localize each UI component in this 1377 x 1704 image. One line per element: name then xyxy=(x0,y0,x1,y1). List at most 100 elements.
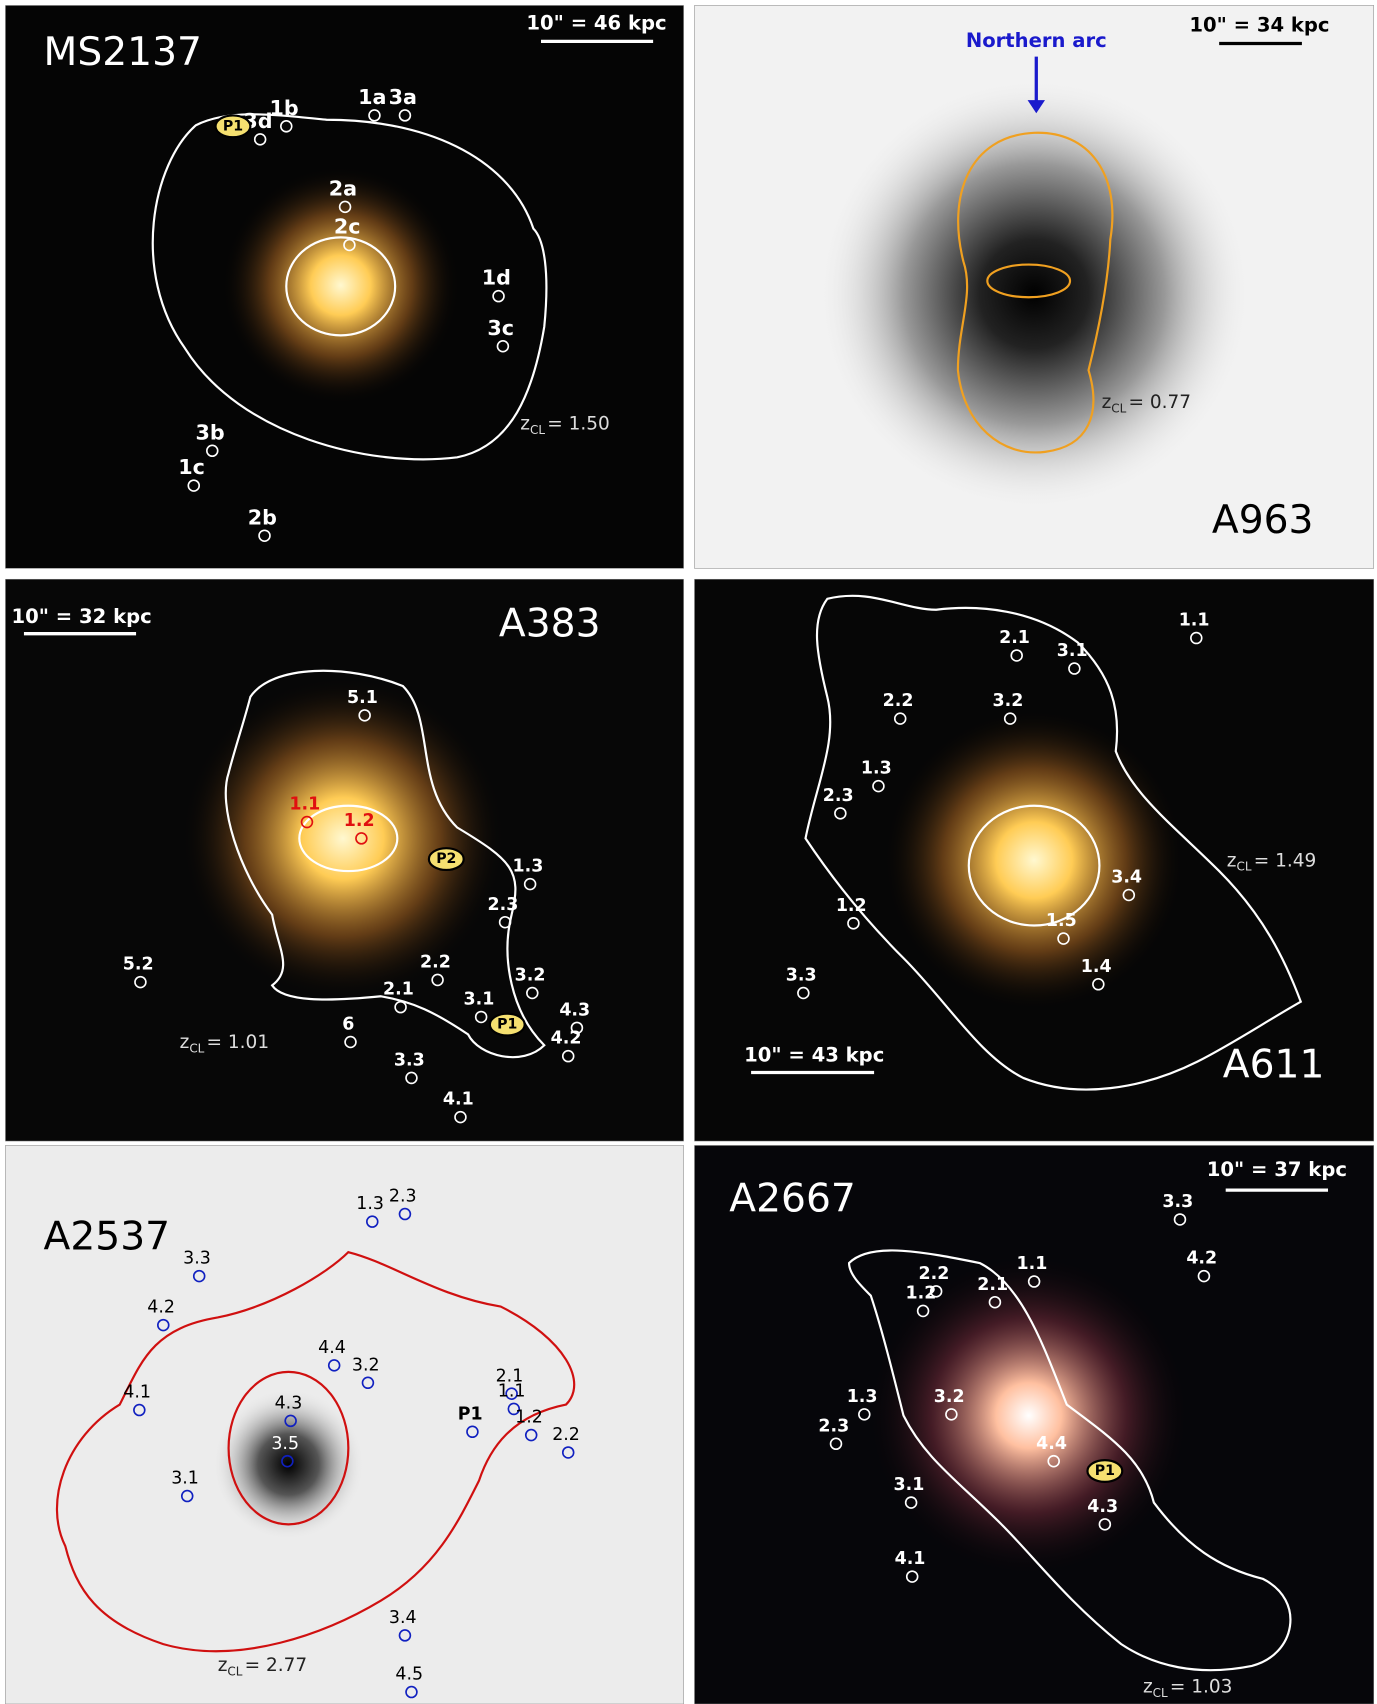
image-marker xyxy=(561,1049,575,1063)
cluster-glow xyxy=(881,707,1187,1013)
image-label: 4.2 xyxy=(147,1298,175,1318)
scale-bar-label: 10" = 32 kpc xyxy=(12,605,152,628)
image-marker xyxy=(524,1428,538,1442)
image-marker xyxy=(157,1318,170,1332)
image-marker xyxy=(496,339,510,353)
panel-frame xyxy=(5,5,684,569)
image-label: 1b xyxy=(270,96,299,120)
critical-line xyxy=(227,1370,350,1526)
image-marker xyxy=(300,815,314,829)
z-symbol: z xyxy=(180,1032,190,1053)
image-label: 1d xyxy=(482,266,511,290)
image-label: 1.3 xyxy=(513,857,544,877)
image-label: 3.1 xyxy=(894,1475,925,1495)
z-sub: CL xyxy=(227,1664,242,1678)
z-value: = 1.01 xyxy=(207,1032,270,1053)
cluster-name: MS2137 xyxy=(44,30,202,75)
image-label: 1.1 xyxy=(1179,611,1210,631)
image-box xyxy=(427,847,465,872)
z-value: = 1.03 xyxy=(1170,1677,1233,1698)
image-label: 4.3 xyxy=(559,1000,590,1020)
image-label: 1.2 xyxy=(344,811,375,831)
image-label: 1a xyxy=(358,85,386,109)
image-marker xyxy=(281,1454,294,1468)
image-marker xyxy=(561,1446,575,1459)
image-marker xyxy=(1098,1518,1112,1531)
critical-line xyxy=(956,131,1114,454)
image-marker xyxy=(505,1387,518,1400)
image-label: 3.2 xyxy=(352,1355,380,1375)
z-label: zCL = 1.03 xyxy=(1143,1677,1232,1700)
image-marker xyxy=(1003,712,1017,725)
image-marker xyxy=(253,133,267,146)
image-label: 1.4 xyxy=(1081,957,1112,977)
image-marker xyxy=(206,444,219,458)
cluster-glow xyxy=(212,1388,365,1541)
image-marker xyxy=(1122,888,1136,902)
z-label: zCL = 1.49 xyxy=(1227,850,1316,873)
image-label: 1.2 xyxy=(836,896,867,916)
z-value: = 0.77 xyxy=(1129,392,1192,413)
panel-frame xyxy=(5,578,684,1142)
cluster-name: A963 xyxy=(1212,498,1314,543)
image-marker xyxy=(187,479,201,492)
image-label: 1.3 xyxy=(847,1387,878,1407)
cluster-name: A2667 xyxy=(729,1176,856,1221)
cluster-glow xyxy=(816,76,1252,512)
image-marker xyxy=(405,1071,418,1085)
critical-line xyxy=(285,236,397,337)
image-label: 4.5 xyxy=(395,1665,423,1685)
image-marker xyxy=(945,1408,958,1421)
image-marker xyxy=(1068,662,1081,675)
z-value: = 1.49 xyxy=(1254,850,1317,871)
image-marker xyxy=(258,529,271,542)
image-marker xyxy=(280,120,293,133)
panel-frame xyxy=(5,1145,684,1704)
image-label: 2.3 xyxy=(487,895,518,915)
panel: A2537 zCL = 2.77 1.3 2.3 3.3 4.2 4.4 3.2 2.11.1 P1… xyxy=(5,1145,684,1704)
image-label: 3.3 xyxy=(786,966,817,986)
image-marker xyxy=(1057,932,1070,945)
image-label: 1c xyxy=(178,455,205,479)
image-marker xyxy=(358,709,371,722)
image-marker xyxy=(180,1489,194,1503)
image-marker xyxy=(507,1402,521,1416)
image-marker xyxy=(834,807,847,820)
image-marker xyxy=(192,1269,206,1283)
image-marker xyxy=(847,917,860,930)
image-label: 4.3 xyxy=(275,1393,303,1413)
image-marker xyxy=(988,1295,1002,1309)
image-marker xyxy=(1197,1269,1211,1283)
scale-bar-label: 10" = 37 kpc xyxy=(1207,1158,1347,1181)
image-label: 2.1 xyxy=(496,1366,524,1386)
image-label: 1.3 xyxy=(861,759,892,779)
panel-frame xyxy=(694,5,1375,569)
cluster-name: A2537 xyxy=(44,1215,171,1260)
image-label: 3.2 xyxy=(934,1387,965,1407)
image-label: 2.2 xyxy=(883,691,914,711)
image-marker xyxy=(284,1414,297,1428)
z-label: zCL = 1.01 xyxy=(180,1032,269,1055)
image-label: 5.2 xyxy=(123,955,154,975)
critical-line xyxy=(967,804,1101,927)
z-symbol: z xyxy=(520,414,530,435)
image-label: 4.1 xyxy=(895,1549,926,1569)
panel: A611 10" = 43 kpc zCL = 1.49 2.1 1.1 3.1 3.2 2.2… xyxy=(694,579,1374,1142)
image-label: 1.1 xyxy=(1017,1254,1048,1274)
image-marker xyxy=(398,1207,412,1221)
image-label: P2 xyxy=(436,851,456,867)
z-symbol: z xyxy=(218,1655,228,1676)
image-marker xyxy=(398,109,412,122)
image-label: 1.1 xyxy=(498,1382,526,1402)
image-marker xyxy=(904,1496,918,1509)
image-label: 3.3 xyxy=(183,1249,211,1269)
image-label: 5.1 xyxy=(347,688,378,708)
image-marker xyxy=(916,1304,930,1318)
image-marker xyxy=(872,779,885,793)
z-sub: CL xyxy=(1111,401,1126,415)
image-label: 2.1 xyxy=(999,628,1030,648)
cluster-name: A383 xyxy=(499,602,601,647)
image-label: 2a xyxy=(329,176,357,200)
image-label: 2.2 xyxy=(919,1264,950,1284)
image-label: 1.5 xyxy=(1046,911,1077,931)
